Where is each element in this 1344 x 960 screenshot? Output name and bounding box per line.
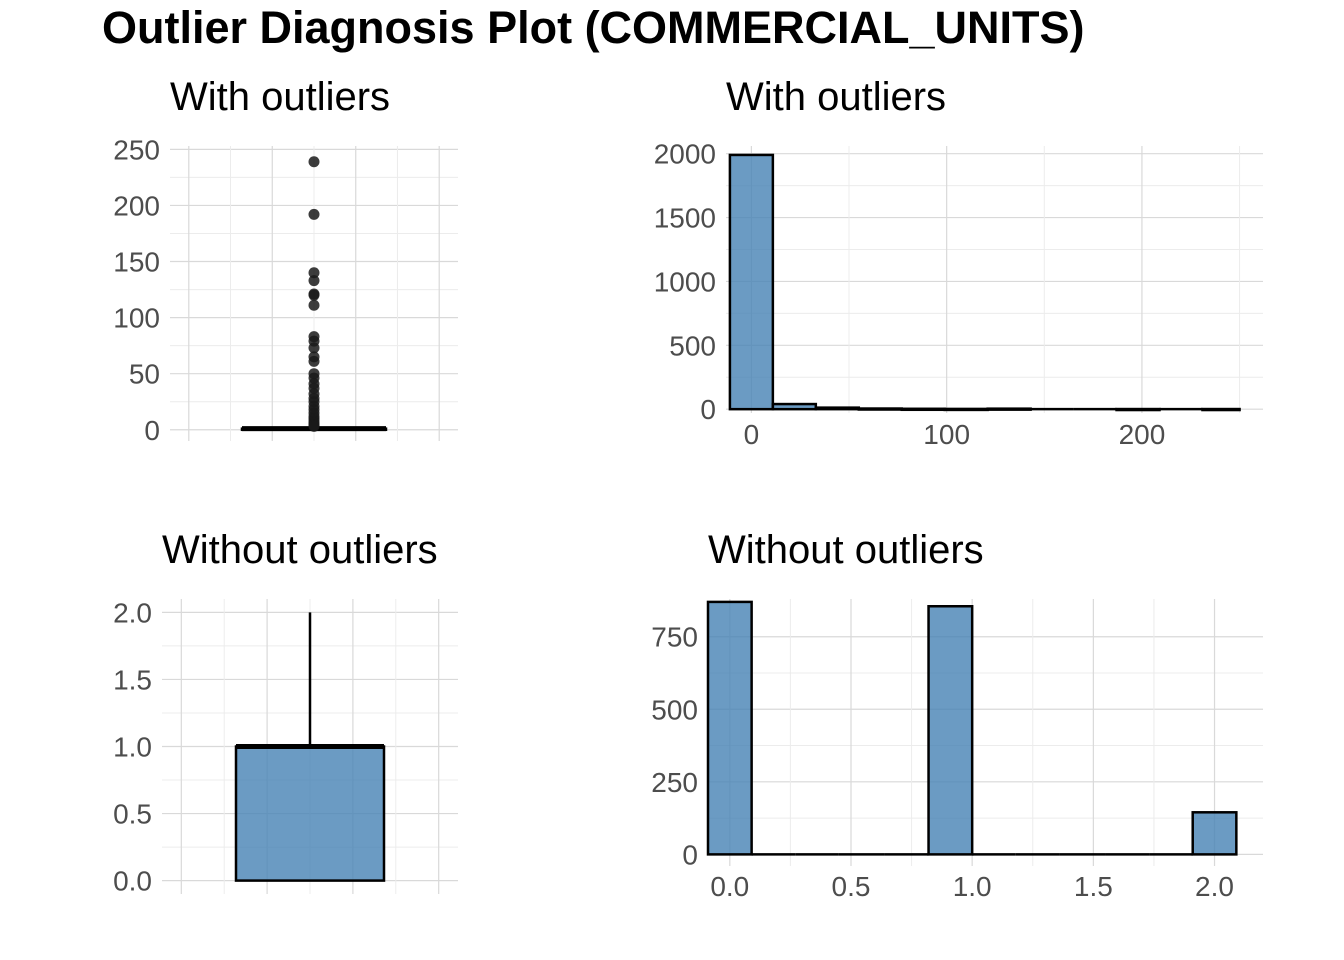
y-tick-label: 250 (113, 134, 160, 165)
histogram-bar (728, 153, 775, 411)
x-tick-label: 2.0 (1195, 871, 1234, 902)
y-tick-label: 500 (669, 330, 716, 361)
outlier-point (308, 342, 320, 354)
x-tick-label: 0 (744, 419, 760, 450)
y-tick-label: 150 (113, 247, 160, 278)
y-tick-label: 750 (651, 622, 698, 653)
y-tick-label: 0.0 (113, 866, 152, 897)
y-tick-label: 100 (113, 303, 160, 334)
outlier-point (308, 299, 320, 311)
outlier-point (308, 208, 320, 220)
panel-title: With outliers (170, 75, 390, 119)
x-tick-label: 200 (1119, 419, 1166, 450)
histogram-bar (814, 406, 861, 411)
y-tick-label: 0 (700, 394, 716, 425)
panel-title: With outliers (726, 75, 946, 119)
histogram-bar (1201, 407, 1241, 412)
y-tick-label: 500 (651, 694, 698, 725)
histogram-bar (943, 407, 989, 412)
box-body (234, 745, 386, 882)
outlier-point (308, 289, 320, 301)
outlier-point (308, 267, 320, 279)
histogram-bar (1115, 407, 1161, 412)
x-tick-label: 0.0 (710, 871, 749, 902)
panel-hist-with: With outliers 0 500 1000 1500 2000 0 100 200 (654, 75, 1263, 450)
y-tick-label: 0.5 (113, 799, 152, 830)
y-tick-label: 50 (129, 359, 160, 390)
histogram-bar (900, 407, 946, 412)
y-tick-label: 250 (651, 767, 698, 798)
x-tick-label: 1.5 (1074, 871, 1113, 902)
y-tick-label: 200 (113, 190, 160, 221)
panel-box-with: With outliers 0 50 100 150 200 250 (113, 75, 458, 446)
figure-title: Outlier Diagnosis Plot (COMMERCIAL_UNITS… (102, 2, 1085, 53)
histogram-bar (986, 407, 1032, 411)
outlier-point (308, 156, 320, 168)
y-tick-label: 1500 (654, 203, 716, 234)
histogram-bar (706, 600, 753, 856)
x-tick-label: 1.0 (953, 871, 992, 902)
panel-hist-without: Without outliers 0 250 500 750 0.0 0.5 1.0 1.5 2.… (651, 528, 1263, 902)
histogram-bar (857, 407, 903, 411)
y-tick-label: 2.0 (113, 597, 152, 628)
x-tick-label: 100 (923, 419, 970, 450)
histogram-bar (927, 605, 974, 856)
y-tick-label: 0 (682, 839, 698, 870)
histogram-bar (1191, 811, 1238, 856)
outlier-point (308, 355, 320, 367)
y-tick-label: 0 (144, 415, 160, 446)
y-tick-label: 1000 (654, 266, 716, 297)
y-tick-label: 1.5 (113, 664, 152, 695)
outlier-point (308, 275, 320, 287)
y-tick-label: 2000 (654, 139, 716, 170)
x-tick-label: 0.5 (832, 871, 871, 902)
outlier-point (308, 420, 320, 432)
histogram-bar (771, 402, 818, 411)
panel-title: Without outliers (162, 528, 438, 572)
y-tick-label: 1.0 (113, 732, 152, 763)
panel-box-without: Without outliers 0.0 0.5 1.0 1.5 2.0 (113, 528, 458, 897)
panel-title: Without outliers (708, 528, 984, 572)
